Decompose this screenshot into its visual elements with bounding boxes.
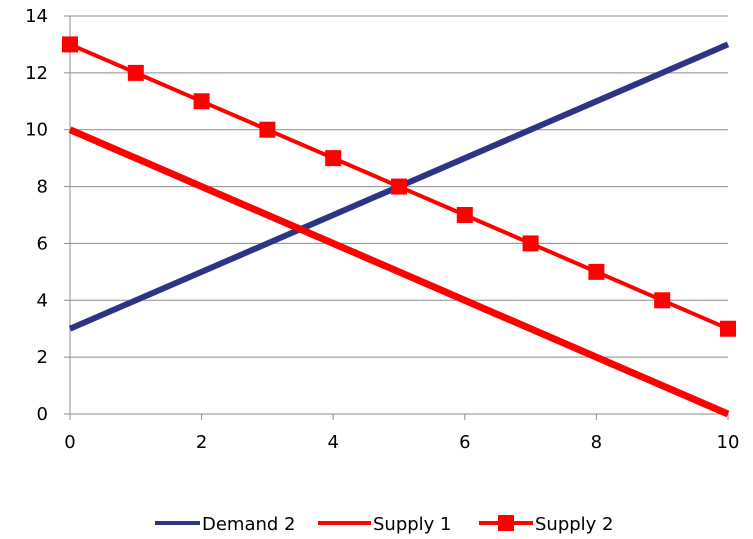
- data-point-marker: [456, 207, 473, 223]
- data-point-marker: [391, 178, 407, 195]
- data-point-marker: [325, 150, 342, 167]
- series-supply-1: [68, 126, 730, 418]
- x-axis-tick-labels: 0 2 4 6 8 10: [64, 432, 739, 453]
- legend-label: Supply 2: [535, 514, 614, 535]
- legend-label: Supply 1: [373, 514, 452, 535]
- data-point-marker: [259, 121, 276, 138]
- y-tick-label: 8: [37, 177, 48, 198]
- series-group: [62, 36, 736, 418]
- data-point-marker: [127, 64, 144, 81]
- x-tick-label: 0: [64, 432, 75, 453]
- data-point-marker: [720, 320, 736, 337]
- legend-item: Supply 2: [479, 514, 614, 535]
- legend-marker: [498, 515, 514, 531]
- legend-label: Demand 2: [202, 514, 296, 535]
- data-point-marker: [193, 93, 210, 110]
- x-tick-label: 8: [591, 432, 602, 453]
- y-axis-tick-labels: 0 2 4 6 8 10 12 14: [25, 6, 48, 425]
- x-tick-label: 10: [717, 432, 740, 453]
- x-tick-label: 2: [196, 432, 207, 453]
- y-tick-label: 10: [25, 120, 48, 141]
- data-point-marker: [62, 36, 78, 53]
- legend: Demand 2 Supply 1 Supply 2: [155, 514, 614, 535]
- x-tick-label: 6: [459, 432, 470, 453]
- data-point-marker: [522, 235, 539, 252]
- y-tick-label: 12: [25, 63, 48, 84]
- axes: [64, 15, 729, 420]
- series-line: [68, 126, 730, 418]
- y-tick-label: 14: [25, 6, 48, 27]
- data-point-marker: [654, 292, 671, 309]
- y-tick-label: 0: [37, 404, 48, 425]
- data-point-marker: [588, 263, 605, 280]
- x-tick-label: 4: [327, 432, 338, 453]
- series-supply-2: [62, 36, 736, 337]
- y-tick-label: 4: [37, 290, 48, 311]
- legend-item: Supply 1: [318, 514, 452, 535]
- gridlines: [70, 15, 728, 358]
- legend-item: Demand 2: [155, 514, 296, 535]
- y-tick-label: 2: [37, 347, 48, 368]
- y-tick-label: 6: [37, 233, 48, 254]
